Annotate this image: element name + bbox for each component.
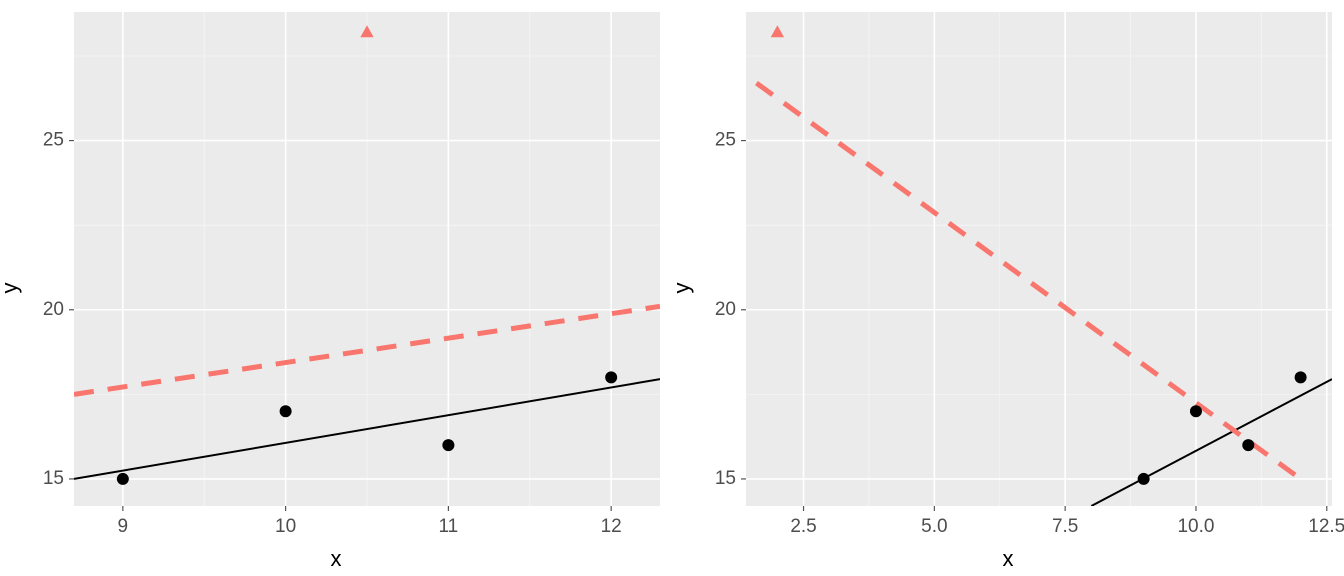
plot-left: 9 10 11 12 15 20 25 [0, 0, 672, 576]
y-axis-label-left: y [0, 283, 23, 294]
y-tick-label: 20 [715, 299, 736, 320]
figure: y 9101112152025 x y 2.55.07.510.012.5152… [0, 0, 1344, 576]
x-tick-label: 7.5 [1052, 516, 1078, 537]
panel-left: y 9 10 11 12 15 20 25 x [0, 0, 672, 576]
x-tick-label: 12 [601, 516, 622, 537]
y-axis-label-right: y [669, 283, 695, 294]
x-tick-label: 12.5 [1308, 516, 1344, 537]
y-tick-label: 20 [43, 299, 64, 320]
x-tick-label: 2.5 [790, 516, 816, 537]
panel-right: y 2.5 5.0 7.5 10.0 12.5 15 20 25 x [672, 0, 1344, 576]
plot-right: 2.5 5.0 7.5 10.0 12.5 15 20 25 [672, 0, 1344, 576]
x-axis-label-right: x [1003, 546, 1014, 572]
y-tick-label: 15 [715, 468, 736, 489]
y-tick-label: 25 [715, 130, 736, 151]
x-tick-label: 10 [275, 516, 296, 537]
x-tick-label: 10.0 [1177, 516, 1214, 537]
y-tick-label: 25 [43, 130, 64, 151]
x-tick-label: 11 [439, 516, 459, 537]
x-tick-label: 9 [118, 516, 129, 537]
y-tick-label: 15 [43, 468, 64, 489]
x-tick-label: 5.0 [921, 516, 947, 537]
x-axis-label-left: x [331, 546, 342, 572]
